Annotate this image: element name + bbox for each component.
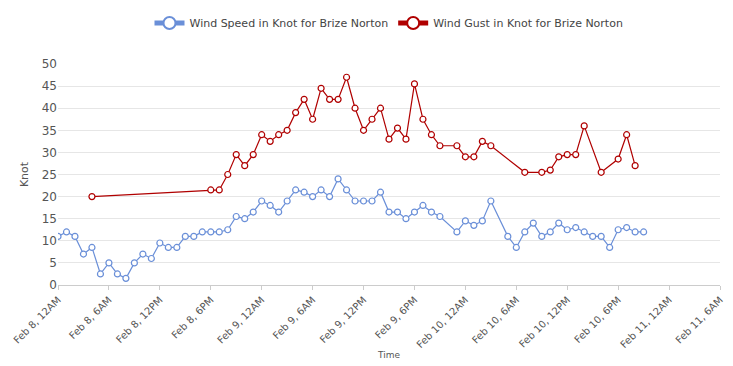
svg-text:Feb 8, 12AM: Feb 8, 12AM bbox=[11, 294, 62, 345]
svg-text:Feb 8, 6AM: Feb 8, 6AM bbox=[67, 294, 114, 341]
svg-text:Feb 9, 6AM: Feb 9, 6AM bbox=[271, 294, 318, 341]
svg-text:0: 0 bbox=[49, 278, 57, 292]
svg-text:Feb 9, 6PM: Feb 9, 6PM bbox=[373, 294, 419, 340]
svg-text:Feb 8, 6PM: Feb 8, 6PM bbox=[169, 294, 215, 340]
svg-text:35: 35 bbox=[42, 124, 57, 138]
svg-text:Feb 9, 12PM: Feb 9, 12PM bbox=[318, 294, 369, 345]
svg-text:Feb 11, 6AM: Feb 11, 6AM bbox=[673, 294, 724, 345]
svg-text:25: 25 bbox=[42, 168, 57, 182]
svg-text:10: 10 bbox=[42, 234, 57, 248]
svg-text:Feb 10, 6AM: Feb 10, 6AM bbox=[470, 294, 521, 345]
svg-text:5: 5 bbox=[49, 256, 57, 270]
svg-text:50: 50 bbox=[42, 57, 57, 71]
svg-text:Wind Speed in Knot for Brize N: Wind Speed in Knot for Brize Norton bbox=[190, 17, 389, 30]
svg-text:Knot: Knot bbox=[18, 161, 31, 187]
svg-text:40: 40 bbox=[42, 101, 57, 115]
svg-text:45: 45 bbox=[42, 79, 57, 93]
svg-text:30: 30 bbox=[42, 146, 57, 160]
svg-text:Feb 10, 12AM: Feb 10, 12AM bbox=[414, 294, 470, 350]
svg-text:Time: Time bbox=[377, 350, 400, 360]
svg-text:Feb 11, 12AM: Feb 11, 12AM bbox=[618, 294, 674, 350]
svg-text:Wind Gust in Knot for Brize No: Wind Gust in Knot for Brize Norton bbox=[433, 17, 623, 30]
svg-text:15: 15 bbox=[42, 212, 57, 226]
svg-text:Feb 8, 12PM: Feb 8, 12PM bbox=[114, 294, 165, 345]
svg-text:Feb 10, 12PM: Feb 10, 12PM bbox=[517, 294, 572, 349]
svg-text:Feb 10, 6PM: Feb 10, 6PM bbox=[572, 294, 623, 345]
svg-text:20: 20 bbox=[42, 190, 57, 204]
svg-text:Feb 9, 12AM: Feb 9, 12AM bbox=[215, 294, 266, 345]
